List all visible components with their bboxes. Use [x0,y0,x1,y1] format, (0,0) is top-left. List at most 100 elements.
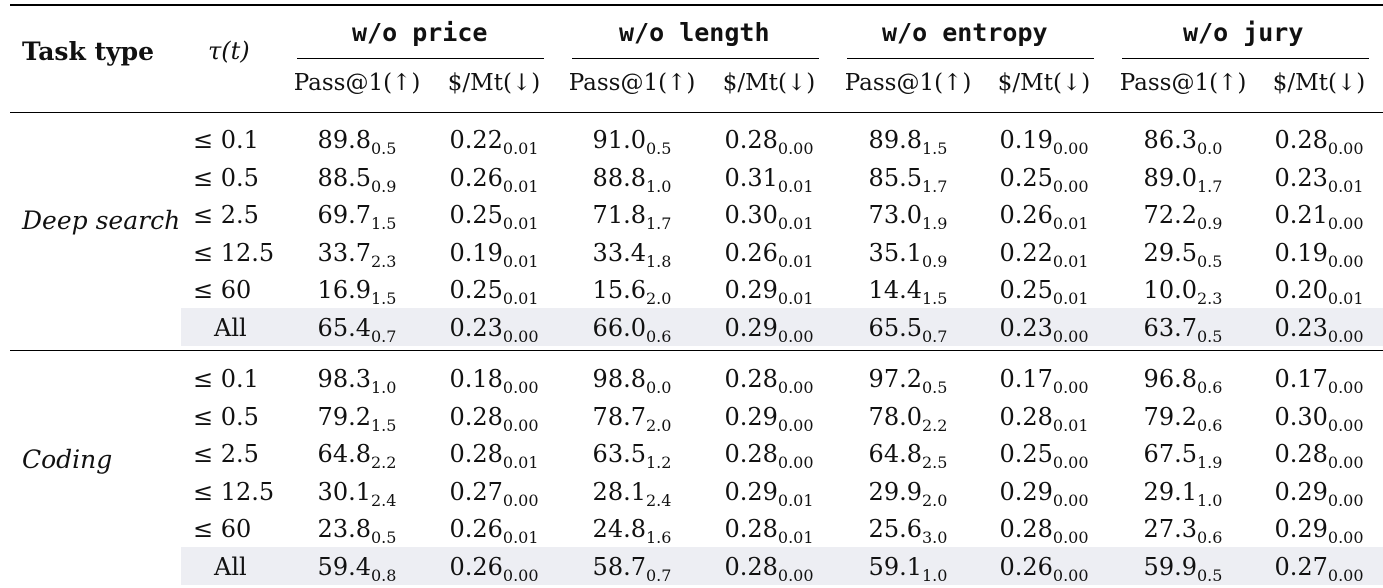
cell-std: 0.00 [777,326,814,346]
table-cell: 88.50.9 [289,164,425,195]
cell-mean: 0.25 [999,440,1053,468]
table-cell: 71.81.7 [564,201,700,232]
cell-mean: 33.4 [592,238,646,267]
cell-mean: 0.28 [1274,126,1328,154]
cell-std: 0.6 [1196,528,1223,547]
table-cell: 69.71.5 [289,201,425,232]
cell-std: 0.5 [1196,565,1223,585]
table-cell: 33.72.3 [289,239,425,270]
table-cell: 0.190.01 [426,239,562,270]
table-cell: 29.50.5 [1115,239,1251,270]
cell-std: 0.01 [502,214,539,233]
table-cell: 0.190.00 [976,126,1112,157]
row-label-all: All [214,313,247,342]
table-cell: 0.270.00 [426,478,562,509]
cell-std: 0.00 [1327,528,1364,547]
cell-std: 0.00 [1052,326,1089,346]
cell-mean: 16.9 [317,276,371,304]
cell-mean: 71.8 [592,201,646,229]
table-cell: 0.250.01 [426,201,562,232]
cell-std: 0.00 [777,415,814,435]
cell-mean: 0.26 [449,515,503,543]
table-cell: 16.91.5 [289,276,425,307]
table-cell: 98.80.0 [564,365,700,396]
cell-std: 2.2 [921,415,948,435]
table-cell: 89.01.7 [1115,164,1251,195]
table-cell: 0.260.01 [426,163,562,195]
cell-std: 0.01 [1052,289,1089,308]
cell-mean: 30.1 [317,477,371,506]
row-threshold: ≤ 0.1 [193,365,259,393]
table-cell: 0.230.00 [426,313,562,345]
cell-mean: 0.28 [449,402,503,431]
cell-std: 0.00 [502,326,539,346]
cell-std: 0.8 [370,565,397,585]
table-cell: 0.290.00 [1251,478,1383,509]
table-cell: 78.02.2 [840,403,976,434]
cell-std: 0.00 [1327,214,1364,233]
table-cell: 28.12.4 [564,478,700,509]
cell-std: 0.7 [645,565,672,585]
cell-mean: 0.26 [449,552,503,581]
cell-std: 0.00 [1327,415,1364,435]
table-cell: 0.280.00 [426,402,562,434]
cell-mean: 0.23 [999,313,1053,342]
table-cell: 0.280.00 [701,126,837,157]
cell-std: 0.00 [1052,176,1089,196]
cell-std: 0.01 [502,251,539,271]
cell-mean: 89.8 [317,126,371,154]
tau-header: τ(t) [208,37,250,65]
cell-mean: 0.19 [1274,238,1328,267]
cell-std: 0.00 [1327,139,1364,158]
cell-mean: 59.9 [1143,552,1197,581]
table-cell: 0.270.00 [1251,553,1383,584]
subheader-length-pass1: Pass@1(↑) [568,70,696,96]
cell-mean: 0.26 [449,163,503,192]
cell-std: 0.01 [502,289,539,308]
cell-std: 0.01 [502,453,539,472]
table-cell: 0.290.00 [976,478,1112,509]
cell-std: 1.0 [645,176,672,196]
cell-mean: 0.26 [724,238,778,267]
cell-mean: 14.4 [868,276,922,304]
cell-mean: 35.1 [868,238,922,267]
table-cell: 86.30.0 [1115,126,1251,157]
cell-std: 0.01 [1327,176,1364,196]
table-cell: 0.280.01 [426,440,562,471]
table-cell: 14.41.5 [840,276,976,307]
cell-mean: 0.23 [449,313,503,342]
cell-mean: 98.8 [592,365,646,393]
cell-mean: 0.28 [999,402,1053,431]
cell-mean: 67.5 [1143,440,1197,468]
cell-std: 0.00 [1327,326,1364,346]
table-cell: 0.260.00 [976,553,1112,584]
cell-std: 2.0 [921,490,948,510]
cell-std: 0.00 [1052,378,1089,397]
row-label-all: All [214,552,247,581]
group-header-price: w/o price [352,18,488,47]
cell-std: 0.00 [777,139,814,158]
cell-mean: 91.0 [592,126,646,154]
group-rule-jury [1122,58,1369,59]
cell-mean: 23.8 [317,515,371,543]
cell-std: 0.01 [502,139,539,158]
header-rule [10,112,1383,113]
cell-mean: 86.3 [1143,126,1197,154]
cell-std: 0.01 [1327,289,1364,308]
cell-std: 1.5 [921,289,948,308]
cell-std: 1.7 [1196,176,1223,196]
cell-std: 2.0 [645,289,672,308]
subheader-price-cost: $/Mt(↓) [447,70,541,96]
cell-std: 0.00 [502,490,539,510]
cell-std: 0.00 [1052,528,1089,547]
cell-std: 3.0 [921,528,948,547]
table-cell: 0.170.00 [976,365,1112,396]
table-cell: 0.230.00 [1251,314,1383,345]
cell-mean: 73.0 [868,201,922,229]
table-cell: 33.41.8 [564,238,700,270]
table-cell: 59.11.0 [840,553,976,584]
cell-mean: 64.8 [317,440,371,468]
cell-std: 0.9 [370,176,397,196]
cell-mean: 98.3 [317,365,371,393]
table-cell: 0.300.00 [1251,403,1383,434]
